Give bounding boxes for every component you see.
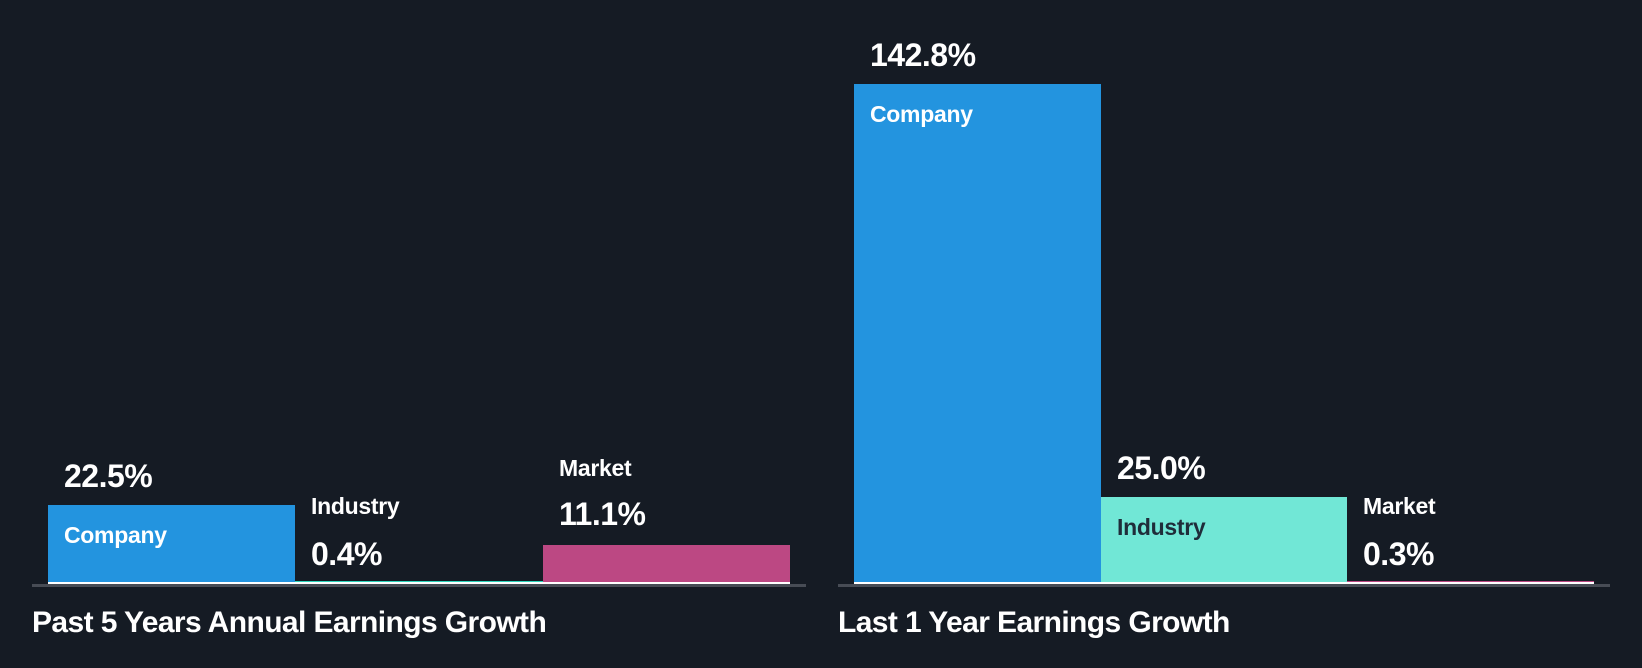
bar-company [854,84,1101,582]
label-industry: Industry [311,493,400,519]
label-company: Company [870,101,973,127]
axis-line [838,584,1610,587]
axis-line [32,584,806,587]
bars-baseline [48,582,790,584]
label-company: Company [64,522,167,548]
chart-title: Past 5 Years Annual Earnings Growth [32,606,547,639]
value-industry: 0.4% [311,536,382,572]
past-5-years-chart: 22.5% Company Industry 0.4% Market 11.1%… [0,0,820,668]
bar-market [1347,581,1594,582]
bar-company [48,505,295,582]
bars-baseline [854,582,1594,584]
bar-industry [295,581,543,582]
label-industry: Industry [1117,514,1206,540]
value-market: 0.3% [1363,536,1434,572]
label-market: Market [559,455,632,481]
bar-industry [1101,497,1347,582]
value-company: 142.8% [870,37,976,73]
bar-market [543,545,790,582]
value-industry: 25.0% [1117,450,1206,486]
value-market: 11.1% [559,496,646,532]
chart-title: Last 1 Year Earnings Growth [838,606,1230,639]
label-market: Market [1363,493,1436,519]
value-company: 22.5% [64,458,153,494]
